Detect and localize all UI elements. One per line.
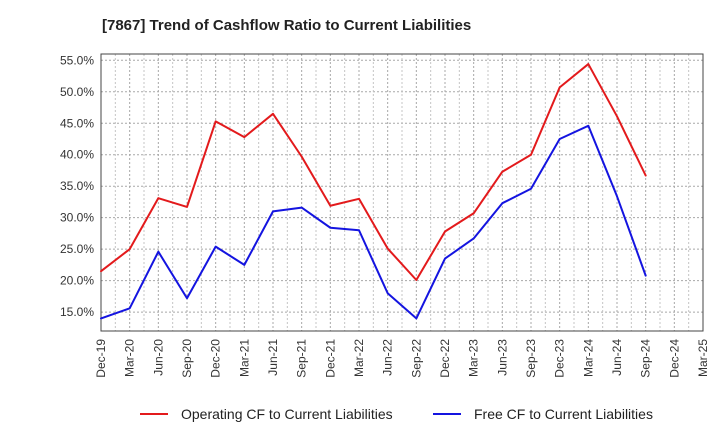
x-tick-label: Dec-19 — [94, 339, 108, 378]
x-tick-label: Mar-20 — [123, 339, 137, 377]
y-tick-label: 45.0% — [60, 116, 94, 130]
chart-title: [7867] Trend of Cashflow Ratio to Curren… — [102, 17, 471, 34]
x-tick-label: Mar-22 — [352, 339, 366, 377]
x-tick-label: Mar-25 — [696, 339, 710, 377]
x-tick-label: Dec-21 — [323, 339, 337, 378]
plot-frame — [100, 53, 704, 332]
free-cf-series-line — [100, 124, 647, 320]
legend: Operating CF to Current Liabilities Free … — [140, 406, 653, 422]
x-tick-label: Jun-21 — [266, 339, 280, 376]
legend-label: Operating CF to Current Liabilities — [181, 406, 393, 422]
y-tick-label: 40.0% — [60, 148, 94, 162]
x-tick-label: Sep-23 — [524, 339, 538, 378]
x-tick-label: Sep-20 — [180, 339, 194, 378]
x-tick-label: Jun-24 — [610, 339, 624, 376]
x-tick-label: Dec-23 — [553, 339, 567, 378]
y-tick-label: 20.0% — [60, 274, 94, 288]
x-tick-label: Mar-23 — [467, 339, 481, 377]
y-tick-label: 30.0% — [60, 211, 94, 225]
plot-area: 15.0% 20.0% 25.0% 30.0% 35.0% 40.0% 45.0% 50.0%… — [60, 53, 710, 377]
y-tick-label: 15.0% — [60, 305, 94, 319]
x-tick-label: Dec-22 — [438, 339, 452, 378]
x-tick-label: Jun-20 — [151, 339, 165, 376]
x-tick-label: Mar-21 — [237, 339, 251, 377]
legend-label: Free CF to Current Liabilities — [474, 406, 653, 422]
operating-cf-series-line — [100, 63, 647, 282]
y-tick-label: 50.0% — [60, 85, 94, 99]
x-tick-label: Jun-23 — [495, 339, 509, 376]
x-tick-label: Sep-24 — [639, 339, 653, 378]
x-tick-label: Dec-24 — [667, 339, 681, 378]
x-tick-label: Mar-24 — [581, 339, 595, 377]
y-tick-label: 35.0% — [60, 179, 94, 193]
x-tick-label: Sep-21 — [295, 339, 309, 378]
x-tick-label: Dec-20 — [209, 339, 223, 378]
y-tick-label: 55.0% — [60, 53, 94, 67]
x-tick-label: Sep-22 — [409, 339, 423, 378]
x-tick-label: Jun-22 — [381, 339, 395, 376]
plot-background — [101, 54, 703, 331]
y-tick-label: 25.0% — [60, 242, 94, 256]
